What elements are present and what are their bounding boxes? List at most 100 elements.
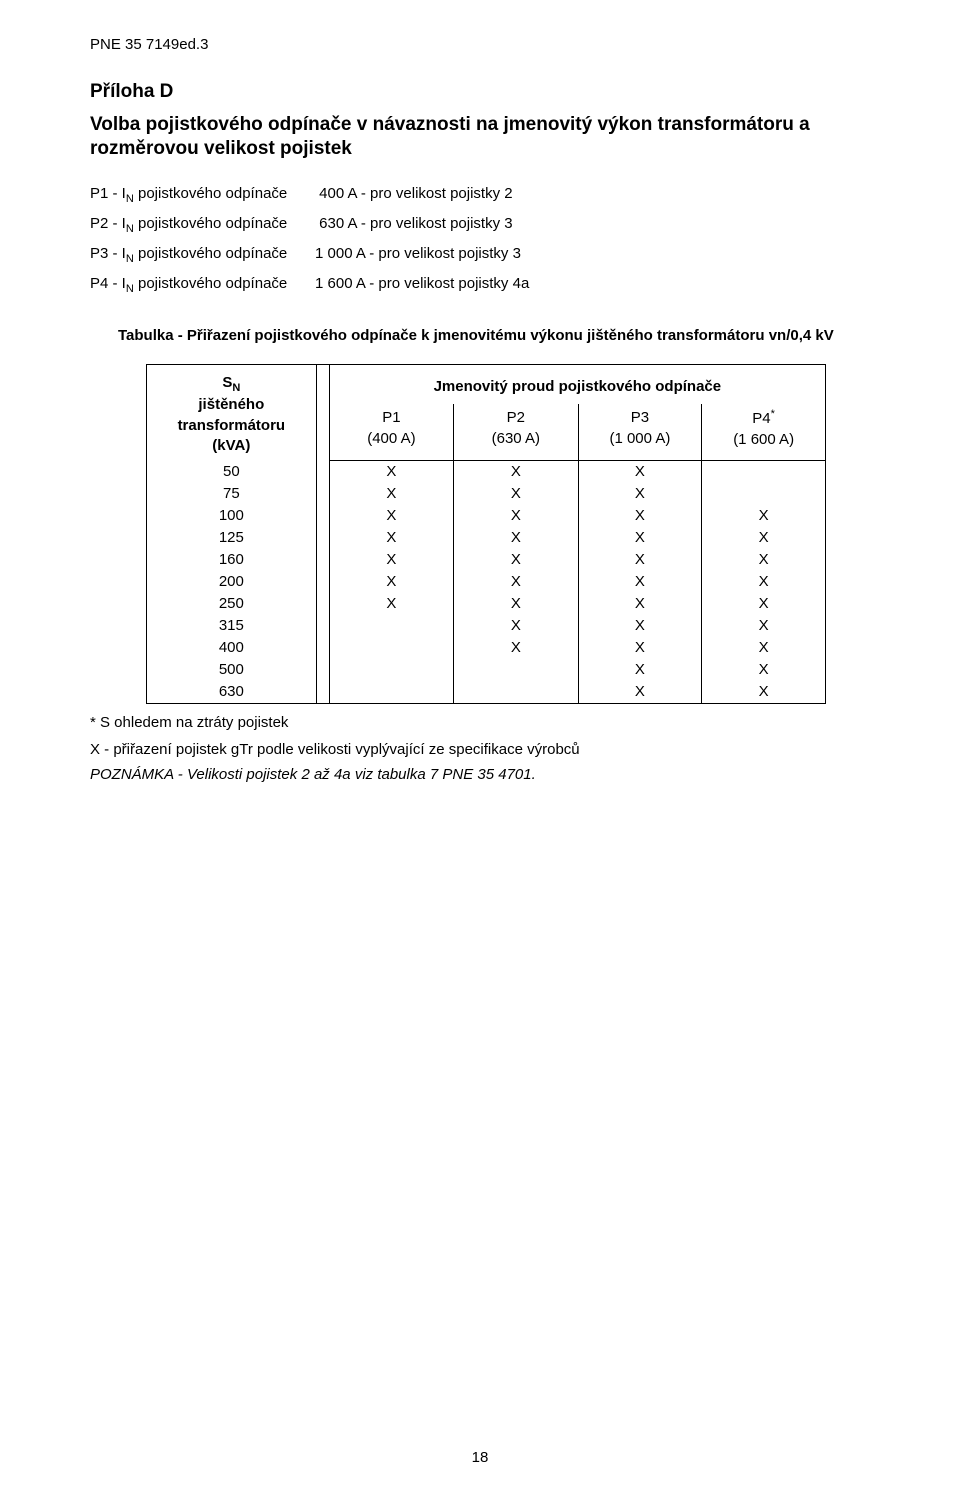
gap-cell — [316, 460, 329, 483]
gap-cell — [316, 637, 329, 659]
table-caption: Tabulka - Přiřazení pojistkového odpínač… — [118, 325, 870, 346]
table-row: 315XXX — [147, 615, 826, 637]
cell-value: X — [578, 527, 702, 549]
cell-value — [329, 681, 453, 704]
cell-value — [329, 659, 453, 681]
footnote-x: X - přiřazení pojistek gTr podle velikos… — [90, 741, 870, 758]
document-header: PNE 35 7149ed.3 — [90, 36, 870, 53]
cell-value: X — [329, 460, 453, 483]
table-row: 125XXXX — [147, 527, 826, 549]
cell-value — [454, 659, 578, 681]
cell-value: X — [329, 571, 453, 593]
cell-value: X — [454, 483, 578, 505]
main-table: SN jištěného transformátoru (kVA) Jmenov… — [146, 364, 826, 704]
table-row: 200XXXX — [147, 571, 826, 593]
cell-value: X — [578, 637, 702, 659]
definition-line: P1 - IN pojistkového odpínače 400 A - pr… — [90, 185, 870, 205]
table-wrapper: SN jištěného transformátoru (kVA) Jmenov… — [146, 364, 860, 704]
column-header: P4*(1 600 A) — [702, 404, 826, 460]
cell-sn: 125 — [147, 527, 317, 549]
cell-value: X — [702, 637, 826, 659]
cell-value: X — [454, 615, 578, 637]
appendix-title: Příloha D — [90, 81, 870, 103]
cell-value: X — [702, 505, 826, 527]
cell-value — [702, 483, 826, 505]
cell-value: X — [702, 681, 826, 704]
definition-line: P3 - IN pojistkového odpínače1 000 A - p… — [90, 245, 870, 265]
column-header: P2(630 A) — [454, 404, 578, 460]
cell-value: X — [454, 505, 578, 527]
appendix-subtitle: Volba pojistkového odpínače v návaznosti… — [90, 113, 870, 161]
definitions-block: P1 - IN pojistkového odpínače 400 A - pr… — [90, 185, 870, 295]
cell-value: X — [702, 571, 826, 593]
cell-sn: 630 — [147, 681, 317, 704]
column-header: P3(1 000 A) — [578, 404, 702, 460]
cell-value: X — [329, 505, 453, 527]
cell-value: X — [578, 659, 702, 681]
cell-value — [454, 681, 578, 704]
cell-value: X — [578, 505, 702, 527]
cell-sn: 50 — [147, 460, 317, 483]
gap-cell — [316, 505, 329, 527]
cell-value: X — [329, 527, 453, 549]
gap-col — [316, 364, 329, 460]
table-row: 400XXX — [147, 637, 826, 659]
cell-sn: 75 — [147, 483, 317, 505]
cell-value — [702, 460, 826, 483]
cell-value: X — [702, 659, 826, 681]
table-row: 160XXXX — [147, 549, 826, 571]
page-number: 18 — [0, 1449, 960, 1466]
footnote-star: * S ohledem na ztráty pojistek — [90, 714, 870, 731]
gap-cell — [316, 483, 329, 505]
gap-cell — [316, 681, 329, 704]
cell-value: X — [578, 460, 702, 483]
cell-value: X — [454, 527, 578, 549]
gap-cell — [316, 615, 329, 637]
definition-line: P4 - IN pojistkového odpínače1 600 A - p… — [90, 275, 870, 295]
cell-value: X — [702, 549, 826, 571]
header-right: Jmenovitý proud pojistkového odpínače — [329, 364, 825, 404]
definition-value: 400 A - pro velikost pojistky 2 — [315, 185, 513, 202]
cell-value: X — [578, 681, 702, 704]
gap-cell — [316, 571, 329, 593]
cell-value: X — [454, 549, 578, 571]
cell-value: X — [578, 615, 702, 637]
gap-cell — [316, 593, 329, 615]
cell-value: X — [578, 549, 702, 571]
definition-label: P4 - IN pojistkového odpínače — [90, 275, 315, 295]
definition-value: 630 A - pro velikost pojistky 3 — [315, 215, 513, 232]
cell-value: X — [329, 549, 453, 571]
cell-value: X — [702, 527, 826, 549]
cell-value: X — [702, 615, 826, 637]
definition-line: P2 - IN pojistkového odpínače 630 A - pr… — [90, 215, 870, 235]
cell-value — [329, 637, 453, 659]
table-row: 100XXXX — [147, 505, 826, 527]
cell-value: X — [578, 593, 702, 615]
definition-label: P2 - IN pojistkového odpínače — [90, 215, 315, 235]
column-header: P1(400 A) — [329, 404, 453, 460]
cell-value: X — [454, 460, 578, 483]
table-row: 75XXX — [147, 483, 826, 505]
page: PNE 35 7149ed.3 Příloha D Volba pojistko… — [0, 0, 960, 1494]
gap-cell — [316, 527, 329, 549]
cell-sn: 315 — [147, 615, 317, 637]
cell-value: X — [702, 593, 826, 615]
definition-label: P1 - IN pojistkového odpínače — [90, 185, 315, 205]
cell-sn: 500 — [147, 659, 317, 681]
cell-value: X — [454, 637, 578, 659]
cell-value: X — [454, 571, 578, 593]
cell-sn: 250 — [147, 593, 317, 615]
cell-value: X — [578, 483, 702, 505]
table-row: 50XXX — [147, 460, 826, 483]
table-row: 250XXXX — [147, 593, 826, 615]
cell-sn: 400 — [147, 637, 317, 659]
cell-sn: 160 — [147, 549, 317, 571]
cell-value: X — [454, 593, 578, 615]
cell-sn: 200 — [147, 571, 317, 593]
cell-value: X — [329, 483, 453, 505]
gap-cell — [316, 659, 329, 681]
definition-label: P3 - IN pojistkového odpínače — [90, 245, 315, 265]
cell-value — [329, 615, 453, 637]
cell-sn: 100 — [147, 505, 317, 527]
cell-value: X — [578, 571, 702, 593]
